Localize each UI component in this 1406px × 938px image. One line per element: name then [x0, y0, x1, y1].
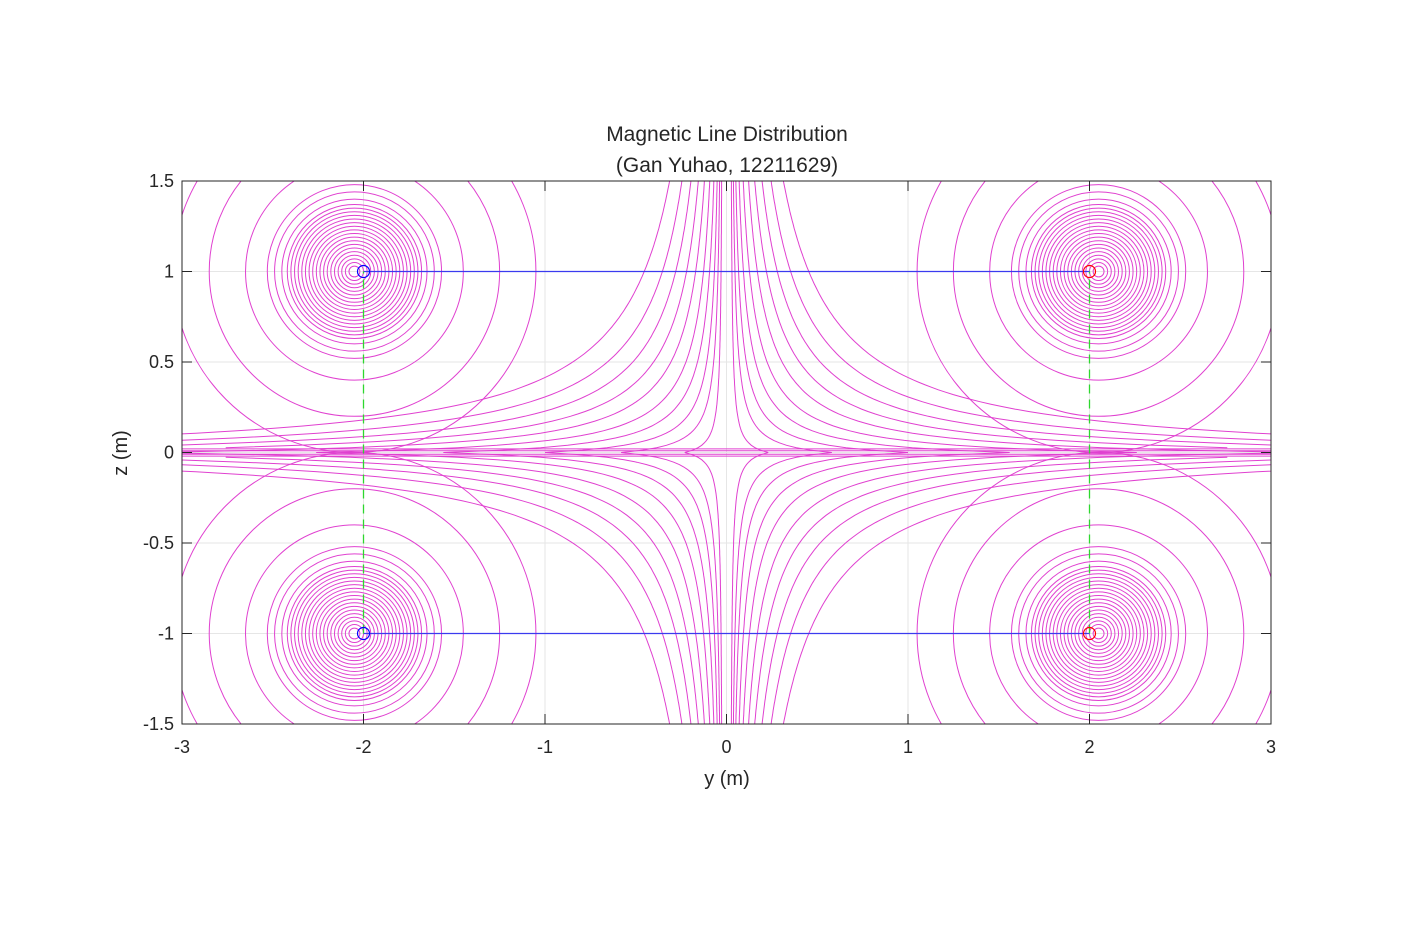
field-line-open — [544, 452, 718, 724]
y-tick-label: 1 — [164, 262, 174, 282]
y-tick-label: 0 — [164, 443, 174, 463]
conductor-marker — [356, 626, 371, 641]
x-tick-label: 0 — [721, 737, 731, 757]
field-line-open — [730, 452, 769, 724]
x-tick-label: -1 — [537, 737, 553, 757]
field-line-open — [782, 181, 1271, 435]
field-line-open — [182, 452, 705, 724]
field-line-open — [754, 181, 1228, 449]
field-line-open — [182, 181, 692, 446]
axis-ticks: -3 -2 -1 0 1 2 3 -1.5 -1 -0.5 0 0.5 1 1.5 — [143, 171, 1276, 757]
x-tick-label: 2 — [1084, 737, 1094, 757]
x-tick-label: -3 — [174, 737, 190, 757]
x-axis-label: y (m) — [704, 768, 750, 790]
field-line-open — [754, 456, 1228, 724]
field-line-open — [730, 181, 769, 453]
field-line-open — [732, 452, 832, 724]
field-line-open — [748, 452, 1271, 724]
y-tick-label: -1.5 — [143, 714, 174, 734]
x-tick-label: -2 — [355, 737, 371, 757]
field-line-open — [761, 181, 1271, 446]
field-line-open — [182, 464, 683, 724]
field-line-open — [735, 181, 909, 453]
y-axis-label: z (m) — [110, 430, 132, 476]
field-line-open — [544, 181, 718, 453]
field-line-open — [770, 464, 1271, 724]
field-loop — [1092, 265, 1105, 278]
field-line-open — [782, 470, 1271, 724]
x-tick-label: 1 — [903, 737, 913, 757]
field-line-open — [735, 452, 909, 724]
conductor-marker — [356, 264, 371, 279]
field-line-open — [182, 470, 671, 724]
field-line-open — [182, 181, 683, 441]
conductor-marker — [1082, 264, 1097, 279]
y-tick-label: 1.5 — [149, 171, 174, 191]
field-line-open — [182, 181, 705, 453]
y-tick-label: -0.5 — [143, 533, 174, 553]
field-line-open — [684, 452, 723, 724]
chart-subtitle: (Gan Yuhao, 12211629) — [616, 154, 838, 177]
field-line-open — [316, 452, 711, 724]
conductor-marker — [1082, 626, 1097, 641]
field-line-open — [182, 459, 692, 724]
field-line-open — [742, 452, 1137, 724]
chart-title: Magnetic Line Distribution — [606, 123, 848, 146]
field-line-open — [316, 181, 711, 453]
y-tick-label: -1 — [158, 624, 174, 644]
field-line-open — [443, 181, 715, 453]
field-line-open — [742, 181, 1137, 453]
field-line-open — [738, 452, 1010, 724]
field-line-open — [621, 181, 721, 453]
x-tick-label: 3 — [1266, 737, 1276, 757]
field-line-open — [684, 181, 723, 453]
field-line-open — [182, 181, 671, 435]
field-line-open — [225, 181, 699, 449]
field-line-open — [738, 181, 1010, 453]
field-line-open — [748, 181, 1271, 453]
wire-and-marker-layer — [356, 264, 1097, 641]
field-line-open — [443, 452, 715, 724]
field-line-open — [770, 181, 1271, 441]
field-loop — [348, 265, 361, 278]
field-line-open — [761, 459, 1271, 724]
field-line-open — [732, 181, 832, 453]
field-line-open — [225, 456, 699, 724]
field-loop — [1092, 627, 1105, 640]
field-line-open — [621, 452, 721, 724]
field-loop — [348, 627, 361, 640]
y-tick-label: 0.5 — [149, 352, 174, 372]
